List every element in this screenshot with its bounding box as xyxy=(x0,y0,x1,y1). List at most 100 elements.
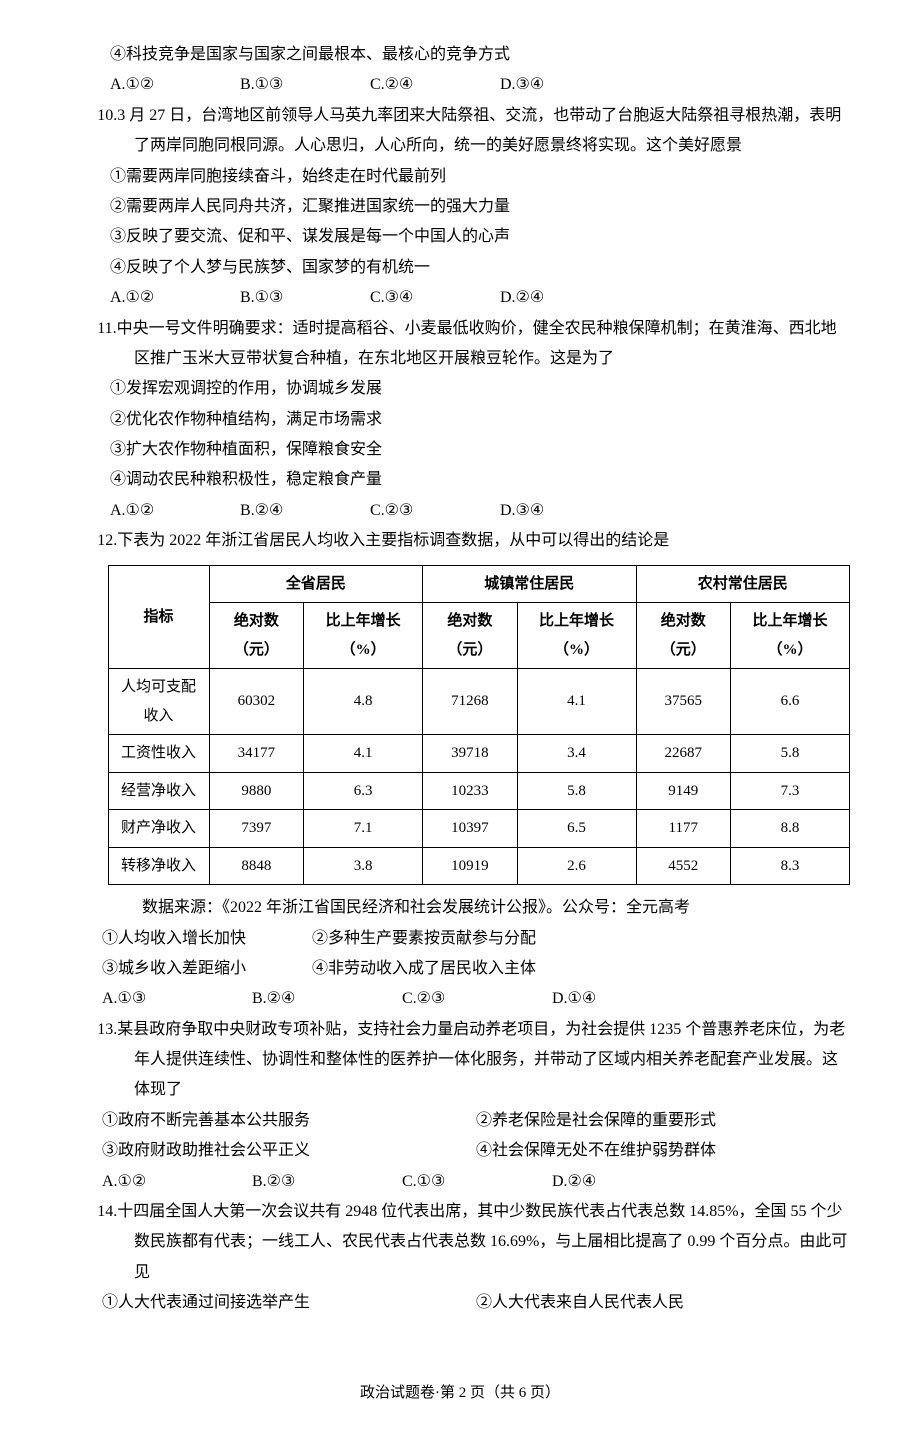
q12-item4: ④非劳动收入成了居民收入主体 xyxy=(312,954,536,984)
q10-item2: ②需要两岸人民同舟共济，汇聚推进国家统一的强大力量 xyxy=(70,192,850,222)
cell: 8848 xyxy=(209,847,304,885)
q14-item2: ②人大代表来自人民代表人民 xyxy=(476,1288,850,1318)
th-indicator: 指标 xyxy=(108,565,209,669)
q13-item4: ④社会保障无处不在维护弱势群体 xyxy=(476,1136,850,1166)
q11-item3: ③扩大农作物种植面积，保障粮食安全 xyxy=(70,435,850,465)
cell: 财产净收入 xyxy=(108,810,209,848)
cell: 3.4 xyxy=(517,735,636,773)
q9-item4: ④科技竞争是国家与国家之间最根本、最核心的竞争方式 xyxy=(70,40,850,70)
cell: 9880 xyxy=(209,772,304,810)
q9-optA: A.①② xyxy=(110,70,240,100)
cell: 10919 xyxy=(423,847,518,885)
q13-item3: ③政府财政助推社会公平正义 xyxy=(102,1136,476,1166)
th-growth2: 比上年增长（%） xyxy=(517,603,636,669)
cell: 4.1 xyxy=(517,669,636,735)
q13-item2: ②养老保险是社会保障的重要形式 xyxy=(476,1106,850,1136)
th-abs3: 绝对数（元） xyxy=(636,603,731,669)
cell: 1177 xyxy=(636,810,731,848)
q11-item1: ①发挥宏观调控的作用，协调城乡发展 xyxy=(70,374,850,404)
cell: 8.8 xyxy=(731,810,850,848)
q12-item2: ②多种生产要素按贡献参与分配 xyxy=(312,924,536,954)
cell: 工资性收入 xyxy=(108,735,209,773)
th-rural: 农村常住居民 xyxy=(636,565,850,603)
q11-optB: B.②④ xyxy=(240,496,370,526)
cell: 5.8 xyxy=(517,772,636,810)
q14-items: ①人大代表通过间接选举产生 ②人大代表来自人民代表人民 xyxy=(70,1288,850,1318)
cell: 5.8 xyxy=(731,735,850,773)
cell: 6.6 xyxy=(731,669,850,735)
q12-item3: ③城乡收入差距缩小 xyxy=(102,954,312,984)
q12-items12: ①人均收入增长加快 ②多种生产要素按贡献参与分配 xyxy=(70,924,850,954)
cell: 4552 xyxy=(636,847,731,885)
page-footer: 政治试题卷·第 2 页（共 6 页） xyxy=(70,1379,850,1408)
table-row: 转移净收入 8848 3.8 10919 2.6 4552 8.3 xyxy=(108,847,850,885)
q10-stem: 10.3 月 27 日，台湾地区前领导人马英九率团来大陆祭祖、交流，也带动了台胞… xyxy=(70,101,850,162)
q9-optC: C.②④ xyxy=(370,70,500,100)
table-row: 工资性收入 34177 4.1 39718 3.4 22687 5.8 xyxy=(108,735,850,773)
q12-optA: A.①③ xyxy=(102,984,252,1014)
q9-options: A.①② B.①③ C.②④ D.③④ xyxy=(70,70,850,100)
cell: 7.3 xyxy=(731,772,850,810)
table-row: 经营净收入 9880 6.3 10233 5.8 9149 7.3 xyxy=(108,772,850,810)
th-urban: 城镇常住居民 xyxy=(423,565,636,603)
q13-options: A.①② B.②③ C.①③ D.②④ xyxy=(70,1167,850,1197)
q10-item3: ③反映了要交流、促和平、谋发展是每一个中国人的心声 xyxy=(70,222,850,252)
q13-optA: A.①② xyxy=(102,1167,252,1197)
cell: 4.8 xyxy=(304,669,423,735)
cell: 7.1 xyxy=(304,810,423,848)
cell: 9149 xyxy=(636,772,731,810)
q9-optB: B.①③ xyxy=(240,70,370,100)
q11-optA: A.①② xyxy=(110,496,240,526)
cell: 转移净收入 xyxy=(108,847,209,885)
cell: 10233 xyxy=(423,772,518,810)
q10-optD: D.②④ xyxy=(500,283,630,313)
th-growth3: 比上年增长（%） xyxy=(731,603,850,669)
cell: 3.8 xyxy=(304,847,423,885)
q12-optB: B.②④ xyxy=(252,984,402,1014)
q13-optC: C.①③ xyxy=(402,1167,552,1197)
q11-item2: ②优化农作物种植结构，满足市场需求 xyxy=(70,405,850,435)
q11-optD: D.③④ xyxy=(500,496,630,526)
cell: 37565 xyxy=(636,669,731,735)
q10-options: A.①② B.①③ C.③④ D.②④ xyxy=(70,283,850,313)
q10-item1: ①需要两岸同胞接续奋斗，始终走在时代最前列 xyxy=(70,162,850,192)
q12-optC: C.②③ xyxy=(402,984,552,1014)
q12-table: 指标 全省居民 城镇常住居民 农村常住居民 绝对数（元） 比上年增长（%） 绝对… xyxy=(108,565,851,886)
q11-stem: 11.中央一号文件明确要求：适时提高稻谷、小麦最低收购价，健全农民种粮保障机制；… xyxy=(70,314,850,375)
q14-item1: ①人大代表通过间接选举产生 xyxy=(102,1288,476,1318)
q13-stem: 13.某县政府争取中央财政专项补贴，支持社会力量启动养老项目，为社会提供 123… xyxy=(70,1015,850,1106)
q13-items: ①政府不断完善基本公共服务 ②养老保险是社会保障的重要形式 ③政府财政助推社会公… xyxy=(70,1106,850,1167)
q12-items34: ③城乡收入差距缩小 ④非劳动收入成了居民收入主体 xyxy=(70,954,850,984)
q14-stem: 14.十四届全国人大第一次会议共有 2948 位代表出席，其中少数民族代表占代表… xyxy=(70,1197,850,1288)
q11-optC: C.②③ xyxy=(370,496,500,526)
cell: 6.3 xyxy=(304,772,423,810)
q12-optD: D.①④ xyxy=(552,984,702,1014)
cell: 6.5 xyxy=(517,810,636,848)
q12-source: 数据来源：《2022 年浙江省国民经济和社会发展统计公报》。公众号：全元高考 xyxy=(70,893,850,923)
th-growth1: 比上年增长（%） xyxy=(304,603,423,669)
q10-optC: C.③④ xyxy=(370,283,500,313)
cell: 34177 xyxy=(209,735,304,773)
q11-options: A.①② B.②④ C.②③ D.③④ xyxy=(70,496,850,526)
cell: 7397 xyxy=(209,810,304,848)
cell: 2.6 xyxy=(517,847,636,885)
th-abs2: 绝对数（元） xyxy=(423,603,518,669)
q10-optB: B.①③ xyxy=(240,283,370,313)
cell: 22687 xyxy=(636,735,731,773)
q10-item4: ④反映了个人梦与民族梦、国家梦的有机统一 xyxy=(70,253,850,283)
q12-stem: 12.下表为 2022 年浙江省居民人均收入主要指标调查数据，从中可以得出的结论… xyxy=(70,526,850,556)
cell: 60302 xyxy=(209,669,304,735)
th-abs1: 绝对数（元） xyxy=(209,603,304,669)
q12-item1: ①人均收入增长加快 xyxy=(102,924,312,954)
q11-item4: ④调动农民种粮积极性，稳定粮食产量 xyxy=(70,465,850,495)
q13-optD: D.②④ xyxy=(552,1167,702,1197)
cell: 人均可支配收入 xyxy=(108,669,209,735)
q9-optD: D.③④ xyxy=(500,70,630,100)
cell: 经营净收入 xyxy=(108,772,209,810)
table-row: 人均可支配收入 60302 4.8 71268 4.1 37565 6.6 xyxy=(108,669,850,735)
cell: 10397 xyxy=(423,810,518,848)
cell: 71268 xyxy=(423,669,518,735)
q12-options: A.①③ B.②④ C.②③ D.①④ xyxy=(70,984,850,1014)
cell: 8.3 xyxy=(731,847,850,885)
cell: 4.1 xyxy=(304,735,423,773)
